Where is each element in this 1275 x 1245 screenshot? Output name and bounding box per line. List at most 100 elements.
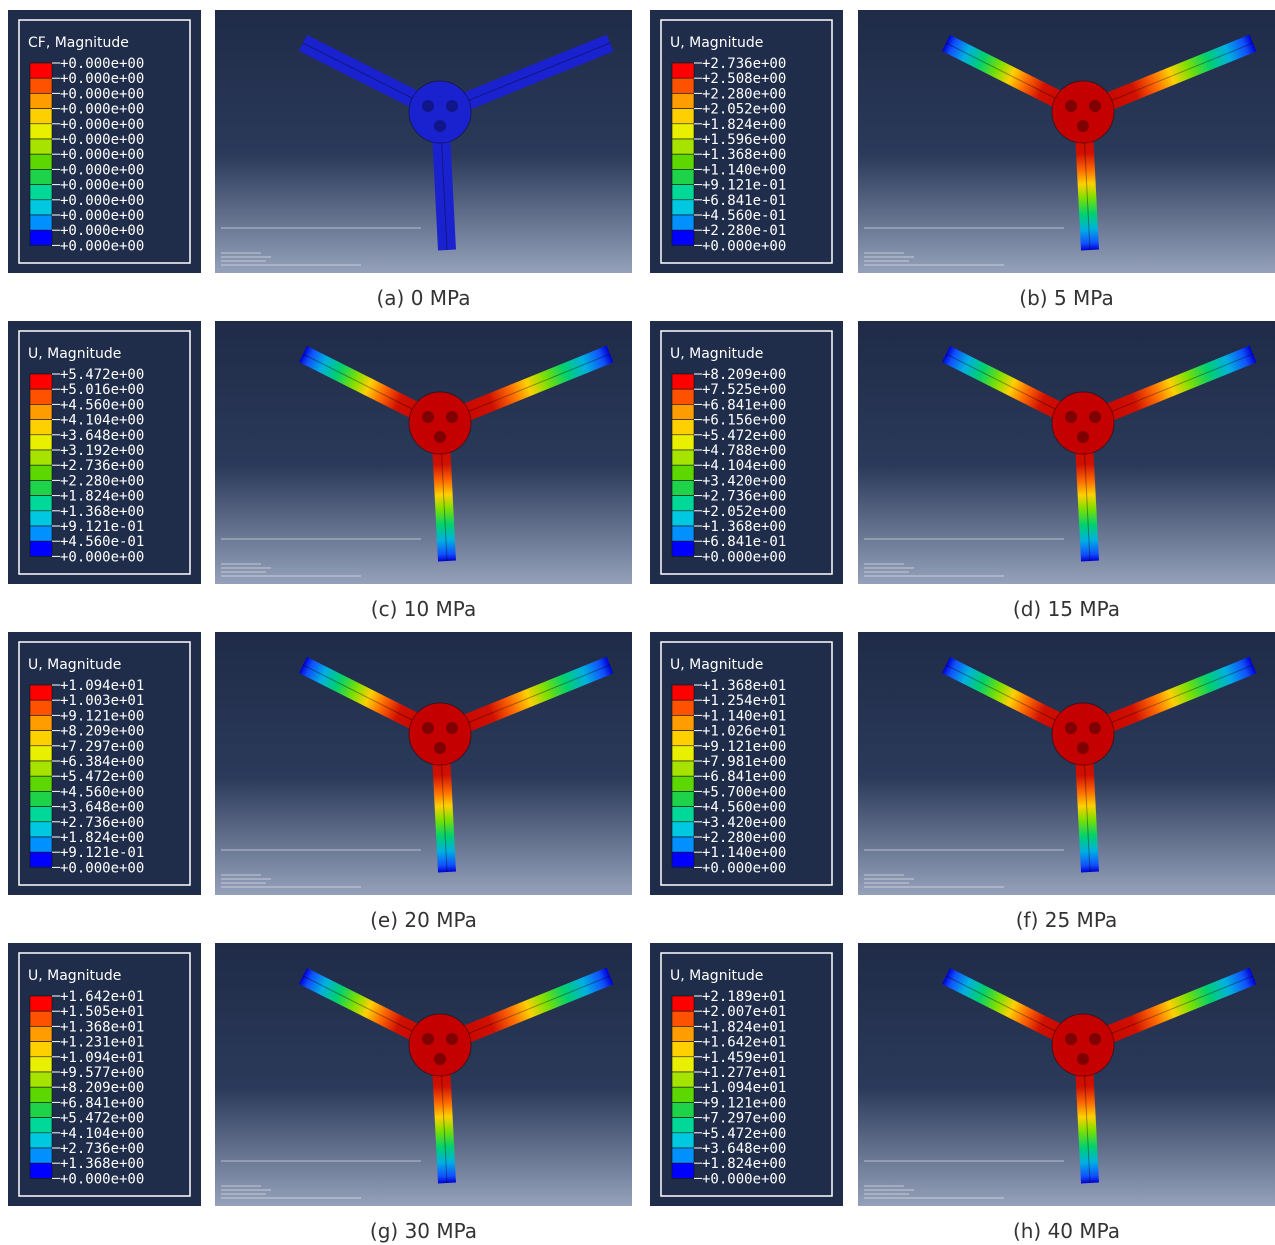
legend-swatch — [30, 215, 52, 230]
legend-value: +1.140e+01 — [702, 708, 786, 724]
legend-value: +6.841e+00 — [60, 1095, 144, 1111]
legend-title: U, Magnitude — [28, 968, 121, 984]
legend-swatch — [30, 1072, 52, 1087]
legend-swatch — [30, 1133, 52, 1148]
render-background — [858, 943, 1275, 1206]
legend-swatch — [672, 215, 694, 230]
legend-swatch — [672, 1026, 694, 1041]
legend-swatch — [30, 700, 52, 715]
legend-value: +1.094e+01 — [702, 1080, 786, 1096]
render-background — [215, 943, 632, 1206]
legend-swatch — [30, 1118, 52, 1133]
legend-value: +6.384e+00 — [60, 754, 144, 770]
legend-swatch — [30, 169, 52, 184]
legend-swatch — [672, 93, 694, 108]
legend-value: +2.280e-01 — [702, 223, 786, 239]
legend-swatch — [672, 996, 694, 1011]
legend-title: U, Magnitude — [670, 657, 763, 673]
legend-swatch — [672, 139, 694, 154]
legend-swatch — [672, 63, 694, 78]
legend-value: +9.121e+00 — [702, 1095, 786, 1111]
legend-value: +6.841e+00 — [702, 769, 786, 785]
legend-value: +3.192e+00 — [60, 443, 144, 459]
legend-swatch — [30, 1148, 52, 1163]
hub — [1052, 1014, 1114, 1076]
legend-value: +7.297e+00 — [702, 1111, 786, 1127]
legend-swatch — [672, 496, 694, 511]
panel: U, Magnitude+1.094e+01+1.003e+01+9.121e+… — [8, 632, 632, 932]
legend-value: +1.368e+01 — [702, 678, 786, 694]
legend-swatch — [672, 435, 694, 450]
hole — [1089, 100, 1101, 112]
legend-swatch — [30, 374, 52, 389]
panel: U, Magnitude+2.736e+00+2.508e+00+2.280e+… — [650, 10, 1275, 310]
legend-value: +0.000e+00 — [60, 71, 144, 87]
legend-value: +1.003e+01 — [60, 693, 144, 709]
legend-swatch — [672, 837, 694, 852]
legend-swatch — [30, 837, 52, 852]
panel: CF, Magnitude+0.000e+00+0.000e+00+0.000e… — [8, 10, 632, 310]
legend-value: +1.140e+00 — [702, 162, 786, 178]
legend-swatch — [672, 1042, 694, 1057]
legend-value: +0.000e+00 — [702, 1171, 786, 1187]
caption: (d) 15 MPa — [1013, 597, 1120, 621]
legend-value: +8.209e+00 — [60, 1080, 144, 1096]
legend-value: +6.156e+00 — [702, 413, 786, 429]
legend-value: +0.000e+00 — [60, 208, 144, 224]
legend-value: +1.140e+00 — [702, 845, 786, 861]
legend-value: +2.007e+01 — [702, 1004, 786, 1020]
caption: (f) 25 MPa — [1016, 908, 1117, 932]
legend-value: +2.280e+00 — [60, 473, 144, 489]
legend-value: +4.560e-01 — [702, 208, 786, 224]
legend-value: +2.189e+01 — [702, 989, 786, 1005]
legend-swatch — [30, 404, 52, 419]
legend-value: +1.277e+01 — [702, 1065, 786, 1081]
hole — [446, 1033, 458, 1045]
legend-value: +4.104e+00 — [60, 1126, 144, 1142]
legend-swatch — [30, 746, 52, 761]
legend-swatch — [672, 1057, 694, 1072]
legend-value: +3.648e+00 — [60, 800, 144, 816]
legend-value: +5.472e+00 — [60, 769, 144, 785]
panel: U, Magnitude+8.209e+00+7.525e+00+6.841e+… — [650, 321, 1275, 621]
legend-value: +5.472e+00 — [702, 428, 786, 444]
legend-swatch — [672, 169, 694, 184]
legend-swatch — [30, 1087, 52, 1102]
legend-value: +1.254e+01 — [702, 693, 786, 709]
legend-swatch — [672, 526, 694, 541]
legend-swatch — [30, 78, 52, 93]
caption: (c) 10 MPa — [371, 597, 476, 621]
render-background — [858, 321, 1275, 584]
legend-value: +7.981e+00 — [702, 754, 786, 770]
legend-value: +4.560e-01 — [60, 534, 144, 550]
legend-title: U, Magnitude — [28, 346, 121, 362]
render-background — [858, 632, 1275, 895]
legend-swatch — [30, 465, 52, 480]
caption: (e) 20 MPa — [370, 908, 477, 932]
legend-value: +2.736e+00 — [60, 1141, 144, 1157]
legend-swatch — [672, 78, 694, 93]
legend-swatch — [30, 389, 52, 404]
panel: U, Magnitude+5.472e+00+5.016e+00+4.560e+… — [8, 321, 632, 621]
hole — [434, 120, 446, 132]
legend-value: +2.280e+00 — [702, 830, 786, 846]
legend-swatch — [672, 791, 694, 806]
legend-swatch — [30, 996, 52, 1011]
legend-value: +9.121e-01 — [60, 519, 144, 535]
legend-swatch — [672, 807, 694, 822]
hole — [434, 1053, 446, 1065]
legend-swatch — [672, 404, 694, 419]
legend-value: +4.104e+00 — [702, 458, 786, 474]
legend-value: +8.209e+00 — [702, 367, 786, 383]
legend-value: +1.642e+01 — [702, 1035, 786, 1051]
legend-value: +0.000e+00 — [60, 117, 144, 133]
legend-value: +1.368e+00 — [60, 1156, 144, 1172]
legend-value: +0.000e+00 — [60, 162, 144, 178]
hole — [1089, 1033, 1101, 1045]
legend-value: +0.000e+00 — [60, 860, 144, 876]
render-background — [215, 10, 632, 273]
hole — [434, 742, 446, 754]
legend-swatch — [30, 685, 52, 700]
hole — [422, 722, 434, 734]
legend-swatch — [30, 1042, 52, 1057]
